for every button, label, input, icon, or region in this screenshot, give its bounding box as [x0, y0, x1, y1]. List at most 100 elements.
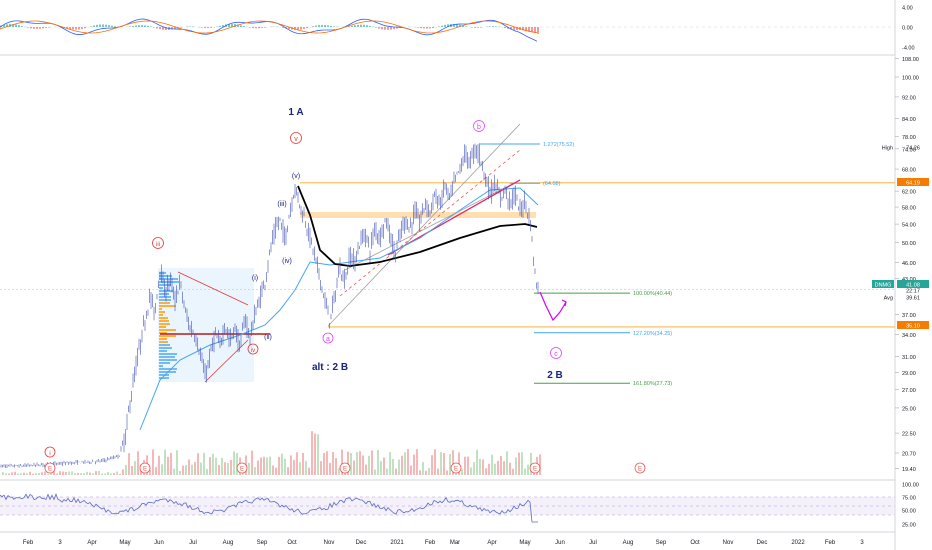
price-axis[interactable]: 108.00 100.00 92.00 84.00 78.00 74.00 68.00 62.… [895, 6, 919, 529]
volume-bar [266, 457, 268, 475]
volume-profile-bar [159, 362, 170, 364]
volume-bar [110, 473, 112, 475]
rsi-line [0, 493, 538, 523]
time-tick-label: Jul [189, 540, 197, 546]
price-tick-label: 25.00 [902, 406, 916, 412]
wave-circle-iv-red [247, 343, 259, 355]
volume-bar [479, 458, 481, 475]
macd-histogram-bar [420, 27, 422, 29]
volume-bar [128, 453, 130, 475]
macd-histogram-bar [189, 26, 191, 27]
event-marker-circle[interactable] [44, 462, 56, 474]
event-marker-circle[interactable] [634, 462, 646, 474]
time-tick-label: 2021 [390, 540, 404, 546]
event-marker-circle[interactable] [236, 462, 248, 474]
time-tick-label: Feb [825, 540, 836, 546]
price-marker-value: 64.19 [906, 181, 920, 187]
volume-bar [59, 471, 61, 475]
grid-lines [0, 0, 896, 550]
volume-bar [347, 451, 349, 475]
volume-bar [374, 469, 376, 475]
candles [0, 143, 539, 469]
macd-histogram-bar [234, 24, 236, 27]
volume-bar [23, 472, 25, 475]
macd-histogram-bar [171, 27, 173, 30]
volume-bar [509, 462, 511, 475]
time-tick-label: Feb [425, 540, 436, 546]
volume-bar [425, 470, 427, 475]
macd-histogram-bar [165, 27, 167, 31]
macd-histogram-bar [351, 25, 353, 27]
macd-histogram-bar [207, 27, 209, 29]
wave-label-c: c [554, 351, 558, 358]
volume-profile-bar [159, 347, 172, 349]
volume-bar [398, 459, 400, 475]
volume-bar [299, 462, 301, 475]
event-marker-circle[interactable] [139, 462, 151, 474]
time-axis[interactable]: Feb 3 Apr May Jun Jul Aug Sep Oct Nov Dec 2021 Feb Ma… [23, 540, 865, 546]
price-marker-value: 22:17 [906, 289, 920, 295]
macd-histogram-bar [357, 24, 359, 27]
macd-histogram-bar [108, 25, 110, 27]
macd-histogram-bar [249, 27, 251, 28]
fib-level-label: 100.00%(40.44) [633, 291, 672, 297]
event-marker-circle[interactable] [529, 462, 541, 474]
moving-average-blue [139, 187, 539, 431]
volume-profile-bar [159, 359, 177, 361]
macd-histogram-bar [240, 25, 242, 27]
macd-histogram-bar [366, 25, 368, 27]
volume-bar [428, 467, 430, 475]
volume-bar [413, 454, 415, 475]
volume-bar [221, 457, 223, 475]
macd-histogram-bar [360, 24, 362, 27]
macd-histogram-bar [297, 27, 299, 30]
time-tick-label: 3 [860, 540, 864, 546]
event-marker-circle[interactable] [450, 462, 462, 474]
volume-bar [515, 457, 517, 475]
price-tick-label: 108.00 [902, 57, 919, 63]
time-tick-label: Dec [356, 540, 367, 546]
wave-circle-v-red [290, 132, 302, 144]
price-tick-label: 31.00 [902, 355, 916, 361]
volume-bar [350, 452, 352, 475]
volume-bar [383, 457, 385, 475]
macd-histogram-bar [3, 24, 5, 27]
macd-histogram-bar [426, 27, 428, 29]
volume-profile-bar [159, 365, 163, 367]
volume-bar [272, 465, 274, 475]
volume-bar [329, 462, 331, 475]
volume-profile-bar [159, 323, 170, 325]
macd-histogram-bar [303, 27, 305, 29]
volume-bar [236, 453, 238, 475]
rsi-tick-label: 25.00 [902, 523, 916, 529]
macd-histogram-bar [423, 27, 425, 29]
volume-bar [362, 455, 364, 475]
volume-bar [224, 462, 226, 475]
price-tick-label: 58.00 [902, 206, 916, 212]
price-tick-label: 37.00 [902, 313, 916, 319]
macd-histogram-bar [348, 26, 350, 27]
volume-profile-bar [159, 305, 176, 307]
volume-bar [134, 461, 136, 475]
macd-histogram-bar [204, 27, 206, 28]
macd-histogram-bar [81, 27, 83, 29]
volume-profile-bar [159, 287, 163, 289]
macd-histogram-bar [30, 27, 32, 29]
volume-bar [422, 462, 424, 475]
macd-histogram-bar [393, 27, 395, 30]
time-tick-label: Jun [154, 540, 164, 546]
price-marker-value: 39.61 [906, 296, 920, 302]
event-marker-circle[interactable] [339, 462, 351, 474]
macd-histogram-bar [222, 25, 224, 27]
macd-histogram-bar [84, 27, 86, 29]
macd-histogram-bar [105, 24, 107, 27]
price-tick-label: 68.00 [902, 168, 916, 174]
volume-bar [26, 473, 28, 475]
volume-bar [107, 472, 109, 475]
moving-average-black [297, 185, 538, 267]
volume-bar [278, 456, 280, 475]
macd-histogram-bar [129, 26, 131, 27]
volume-profile-bar [159, 338, 167, 340]
